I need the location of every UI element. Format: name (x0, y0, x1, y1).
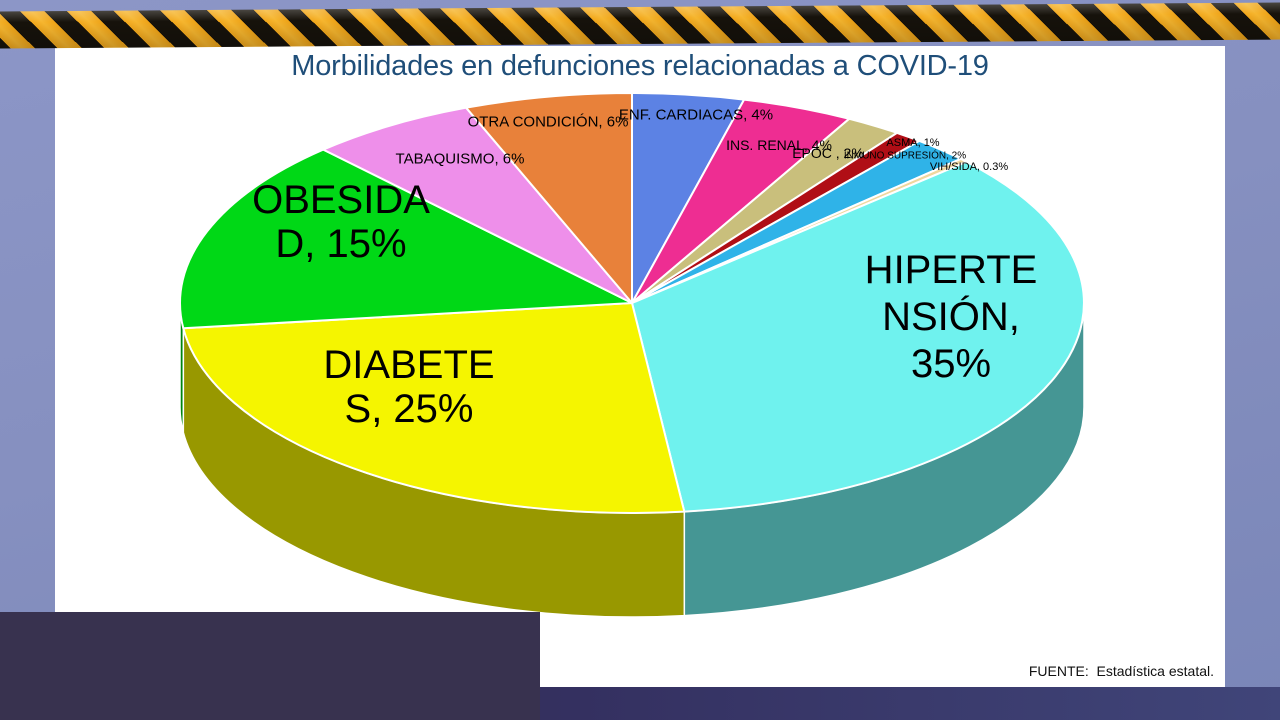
source-note: FUENTE: Estadística estatal. (1028, 663, 1214, 679)
chart-title: Morbilidades en defunciones relacionadas… (291, 50, 989, 82)
pie-label-obesidad: OBESIDA D, 15% (252, 178, 430, 266)
footer-panel: Chihuahua GOBIERNO DEL ESTADO SECRETARÍA… (0, 612, 540, 720)
pie-label-asma: ASMA, 1% (886, 136, 940, 149)
pie-label-inmuno-supresion: INMUNO SUPRESIÓN, 2% (843, 150, 967, 162)
pie-label-ins-renal: INS. RENAL, 4% (726, 137, 832, 154)
pie-label-epoc: EPOC , 2% (792, 145, 864, 162)
pie-label-otra-condicion: OTRA CONDICIÓN, 6% (467, 113, 629, 131)
pie-label-hipertension: HIPERTE NSIÓN, 35% (864, 247, 1038, 386)
pie-label-vih-sida: VIH/SIDA, 0.3% (929, 160, 1009, 173)
pie-label-enf-cardiacas: ENF. CARDIACAS, 4% (618, 106, 774, 124)
pie-label-diabetes: DIABETE S, 25% (323, 343, 495, 431)
pie-label-tabaquismo: TABAQUISMO, 6% (395, 150, 525, 168)
